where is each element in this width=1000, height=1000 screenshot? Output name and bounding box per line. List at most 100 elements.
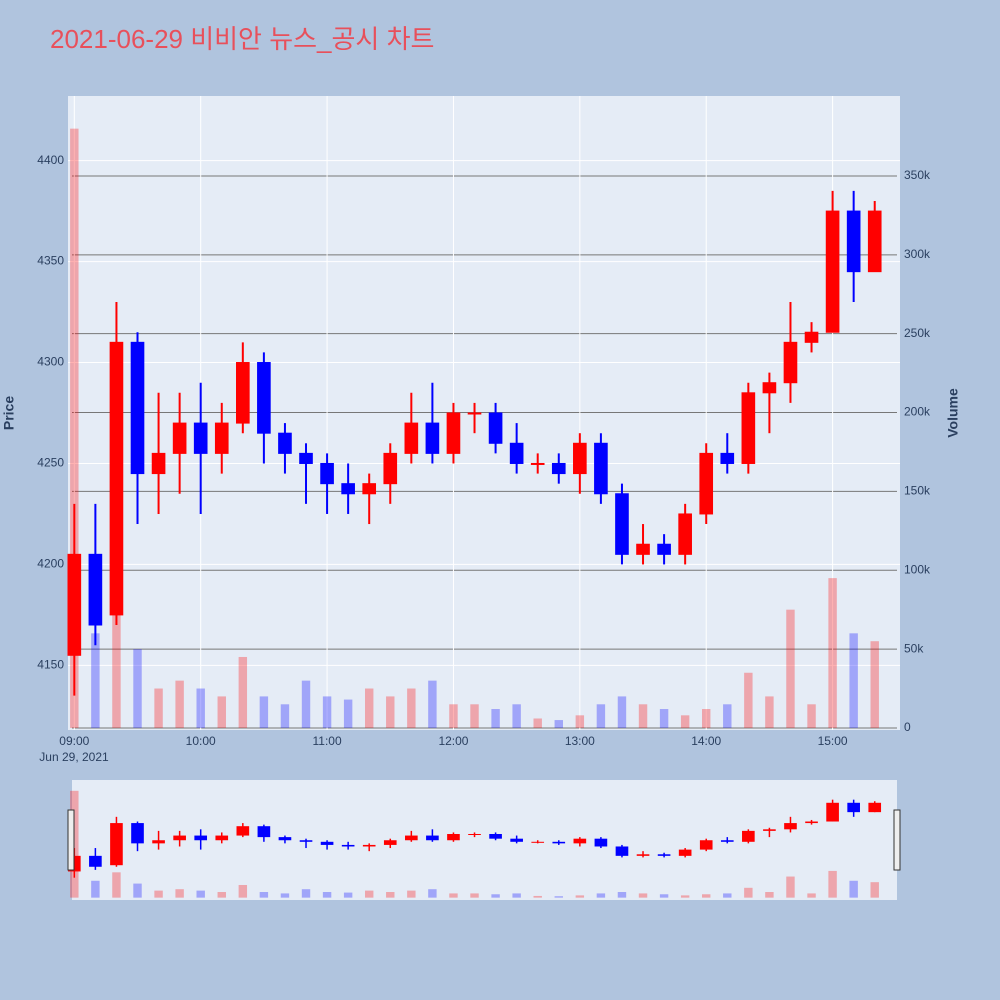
slider-volume-bar <box>870 882 879 898</box>
slider-candle-body <box>510 838 523 842</box>
slider-candle-body <box>383 840 397 845</box>
candle-body <box>446 412 461 454</box>
y2-tick-label: 0 <box>904 720 911 734</box>
candle-body <box>341 483 355 495</box>
range-handle-right[interactable] <box>893 809 901 871</box>
slider-candle-body <box>615 846 629 856</box>
candle-body <box>257 362 271 434</box>
range-handle-left[interactable] <box>67 809 75 871</box>
slider-candle-body <box>236 826 250 836</box>
volume-bar <box>554 720 563 728</box>
volume-bar <box>765 696 774 728</box>
y2-tick-label: 150k <box>904 484 931 498</box>
chart-title: 2021-06-29 비비안 뉴스_공시 차트 <box>50 24 434 54</box>
volume-bar <box>112 586 121 728</box>
slider-volume-bar <box>196 890 205 898</box>
slider-volume-bar <box>259 892 269 898</box>
volume-bar <box>407 688 416 728</box>
slider-volume-bar <box>702 894 711 898</box>
candle-body <box>594 442 608 495</box>
y-tick-label: 4250 <box>37 456 64 470</box>
y-tick-label: 4200 <box>37 557 64 571</box>
slider-volume-bar <box>491 894 500 898</box>
slider-volume-bar <box>744 887 753 898</box>
range-slider[interactable] <box>72 780 897 900</box>
slider-candle-body <box>468 834 481 835</box>
slider-candle-body <box>447 834 460 841</box>
slider-volume-bar <box>238 884 248 898</box>
slider-volume-bar <box>786 876 795 898</box>
candle-body <box>699 452 714 515</box>
volume-bar <box>596 704 606 728</box>
y2-tick-label: 200k <box>904 405 931 419</box>
volume-bar <box>133 649 142 728</box>
slider-candle-body <box>299 840 313 842</box>
volume-bar <box>723 704 732 728</box>
slider-volume-bar <box>133 883 142 898</box>
slider-volume-bar <box>175 889 184 898</box>
slider-candle-body <box>847 802 860 813</box>
candle-body <box>488 412 503 444</box>
candle-body <box>425 422 440 454</box>
x-date-label: Jun 29, 2021 <box>39 750 109 764</box>
candle-body <box>236 362 250 424</box>
candle-body <box>867 210 882 273</box>
x-tick-label: 10:00 <box>186 734 216 748</box>
volume-bar <box>196 688 205 728</box>
candle-body <box>530 462 545 465</box>
candle-body <box>299 452 313 464</box>
candle-body <box>88 553 103 626</box>
volume-bar <box>870 641 879 728</box>
volume-bar <box>70 128 79 728</box>
slider-volume-bar <box>449 893 458 898</box>
slider-candle-body <box>362 844 376 847</box>
volume-bar <box>301 680 311 728</box>
volume-bar <box>512 704 521 728</box>
slider-candle-body <box>531 841 545 843</box>
slider-candle-body <box>426 835 439 841</box>
candle-body <box>551 462 566 475</box>
slider-volume-bar <box>617 892 627 898</box>
slider-candle-body <box>763 829 776 831</box>
slider-volume-bar <box>575 895 585 898</box>
candle-body <box>320 462 334 485</box>
slider-volume-bar <box>301 889 311 898</box>
volume-bar <box>617 696 627 728</box>
slider-candle-body <box>636 854 650 856</box>
candle-body <box>404 422 419 454</box>
slider-volume-bar <box>407 890 416 898</box>
volume-bar <box>154 688 163 728</box>
slider-volume-bar <box>364 890 374 898</box>
volume-bar <box>638 704 648 728</box>
slider-candle-body <box>826 802 839 822</box>
candle-body <box>130 341 145 475</box>
candle-body <box>172 422 187 454</box>
slider-candle-body <box>552 841 566 844</box>
volume-bar <box>491 709 500 728</box>
volume-bar <box>364 688 374 728</box>
x-tick-label: 13:00 <box>565 734 595 748</box>
volume-bar <box>659 709 669 728</box>
slider-volume-bar <box>638 893 648 898</box>
slider-volume-bar <box>807 893 816 898</box>
candle-body <box>657 543 671 555</box>
volume-bar <box>428 680 437 728</box>
candle-body <box>509 442 524 464</box>
slider-volume-bar <box>533 895 542 898</box>
slider-candle-body <box>868 802 882 813</box>
slider-candle-body <box>110 823 123 866</box>
candle-body <box>109 341 124 616</box>
slider-candle-body <box>89 855 102 867</box>
x-tick-label: 11:00 <box>313 734 342 748</box>
volume-bar <box>280 704 290 728</box>
slider-candle-body <box>194 835 208 841</box>
slider-volume-bar <box>91 880 100 898</box>
candle-body <box>151 452 166 475</box>
slider-volume-bar <box>386 892 395 898</box>
candle-body <box>67 553 82 656</box>
y2-tick-label: 50k <box>904 641 924 655</box>
slider-candle-body <box>699 840 713 850</box>
candle-body <box>846 210 861 273</box>
slider-candle-body <box>573 838 587 844</box>
